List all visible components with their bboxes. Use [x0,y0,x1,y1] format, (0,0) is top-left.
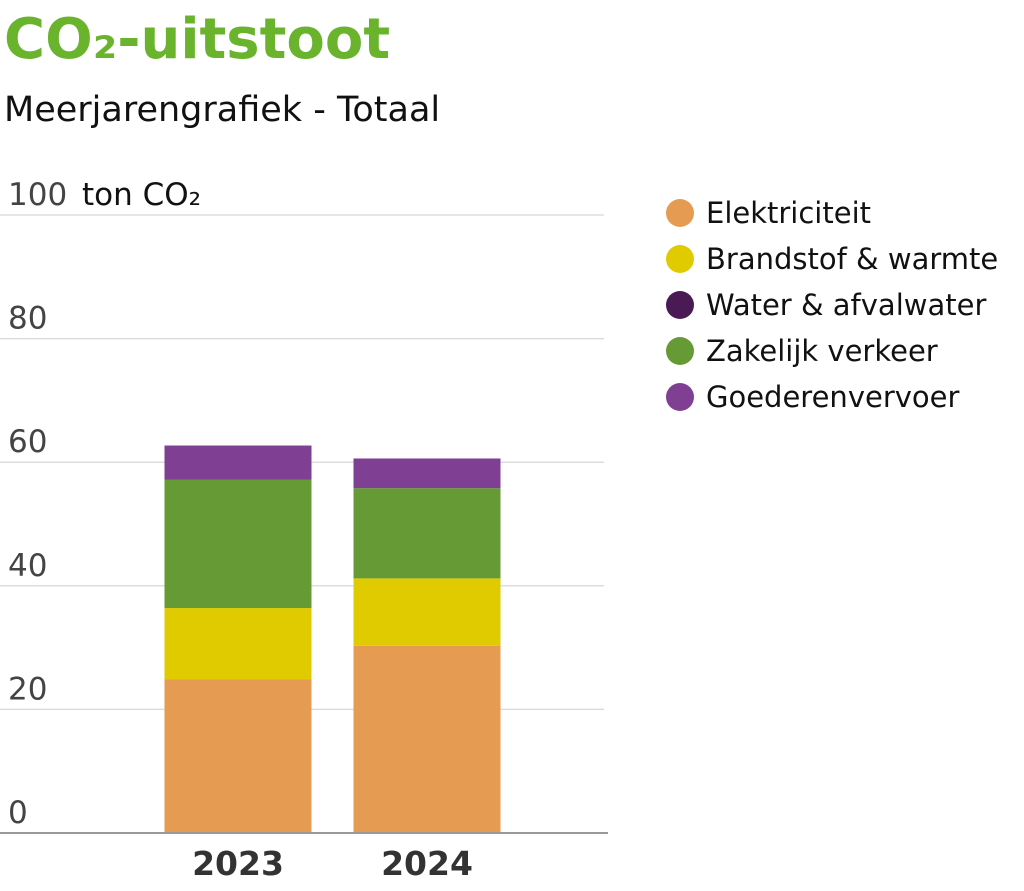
legend-item: Elektriciteit [666,190,998,236]
chart-legend: Elektriciteit Brandstof & warmte Water & a… [666,190,998,420]
legend-label: Brandstof & warmte [706,242,999,276]
legend-swatch [666,291,694,319]
bar-segment [353,645,501,833]
bar-segment [164,479,312,609]
bar-segment [164,679,312,833]
legend-item: Water & afvalwater [666,282,998,328]
chart-title: CO₂-uitstoot [4,7,391,72]
y-tick-label: 60 [8,424,47,460]
legend-swatch [666,199,694,227]
legend-item: Zakelijk verkeer [666,328,998,374]
x-tick-label: 2024 [381,844,473,883]
bar-segment [164,445,312,480]
legend-item: Goederenvervoer [666,374,998,420]
legend-label: Water & afvalwater [706,288,987,322]
y-tick-label: 100 [8,177,67,213]
y-tick-label: 80 [8,301,47,337]
x-tick-label: 2023 [192,844,284,883]
legend-item: Brandstof & warmte [666,236,998,282]
y-axis-unit: ton CO₂ [82,177,201,213]
bar-segment [164,608,312,680]
bar-segment [353,488,501,579]
bar-segment [353,578,501,646]
legend-label: Goederenvervoer [706,380,960,414]
legend-label: Elektriciteit [706,196,872,230]
chart-subtitle: Meerjarengrafiek - Totaal [4,90,441,130]
stacked-bar-chart: 0 20 40 60 80 100 ton CO₂ 2023 2024 [0,177,608,883]
y-tick-label: 40 [8,548,47,584]
legend-swatch [666,245,694,273]
legend-swatch [666,383,694,411]
legend-swatch [666,337,694,365]
y-tick-label: 0 [8,795,28,831]
legend-label: Zakelijk verkeer [706,334,938,368]
bar-segment [353,458,501,489]
y-tick-label: 20 [8,671,47,707]
